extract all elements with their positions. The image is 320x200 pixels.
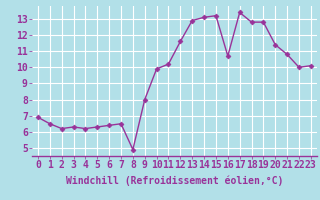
X-axis label: Windchill (Refroidissement éolien,°C): Windchill (Refroidissement éolien,°C) xyxy=(66,176,283,186)
